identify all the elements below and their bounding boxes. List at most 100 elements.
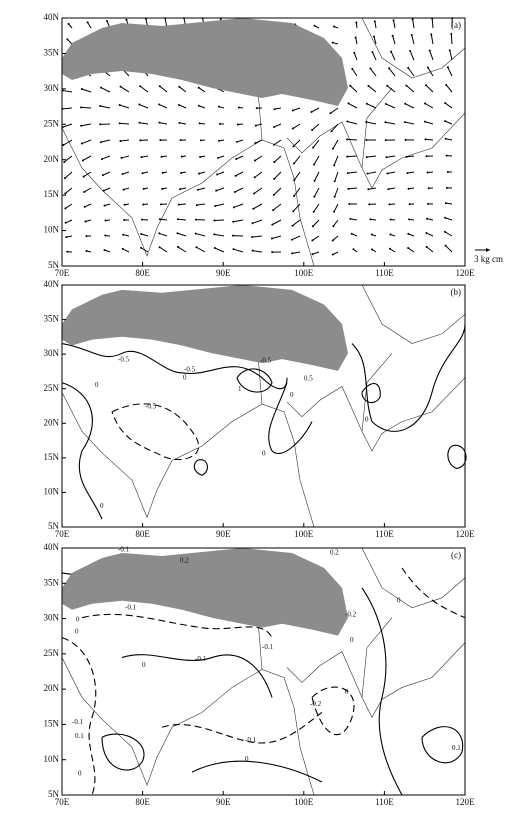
wind-vector [272,203,282,211]
wind-vector-head [176,218,179,221]
contour-label: 0 [290,391,294,399]
wind-vector-head [217,105,220,108]
lat-label: 20N [44,417,60,427]
lat-label: 5N [48,789,60,799]
wind-vector-head [384,121,387,124]
wind-vector-head [310,110,313,113]
wind-vector-head [141,172,144,175]
wind-vector-head [444,216,447,219]
wind-vector-head [138,103,141,106]
wind-vector [424,121,434,125]
wind-vector [67,39,73,45]
wind-vector-head [346,155,349,158]
wind-vector-head [384,102,387,105]
wind-vector [273,187,282,196]
wind-vector-head [80,142,83,145]
wind-vector-head [365,121,368,124]
lat-label: 25N [44,118,60,128]
wind-vector [254,171,263,178]
wind-vector-head [366,172,369,175]
wind-vector-head [176,232,179,235]
contour-label: 0.1 [452,744,461,752]
wind-vector [81,123,92,127]
wind-vector-head [161,171,164,174]
contour-label: 0 [78,770,82,778]
wind-vector [314,171,320,182]
wind-vector-head [80,124,83,127]
wind-vector [312,251,320,255]
contour-label: 0 [365,415,369,423]
wind-vector [351,68,358,77]
lon-label: 90E [216,268,231,278]
contour-label: -0.5 [184,366,196,374]
wind-vector-head [445,83,448,86]
wind-vector-head [105,19,108,22]
wind-vector-head [347,187,350,190]
wind-vector [179,86,187,93]
wind-vector [426,232,434,237]
wind-vector [425,138,434,141]
wind-vector-head [251,222,254,225]
wind-vector-head [430,33,433,36]
wind-vector-head [293,179,296,182]
wind-vector-head [104,234,107,237]
lon-label: 70E [55,797,70,807]
wind-vector-head [450,33,453,36]
contour-line [61,637,97,796]
wind-vector [312,219,320,227]
wind-vector [445,138,453,141]
wind-vector-head [121,247,124,250]
wind-vector-head [233,190,236,193]
lat-label: 5N [48,521,60,531]
wind-vector [292,123,301,129]
wind-vector [273,171,282,180]
lat-label: 20N [44,683,60,693]
wind-vector [349,85,358,93]
wind-vector-head [293,194,296,197]
wind-vector [431,18,434,29]
contour-label: -0.1 [118,546,130,554]
wind-vector-head [446,66,449,69]
wind-vector [140,247,149,253]
wind-vector-head [369,218,372,221]
wind-vector [368,85,377,93]
wind-vector-head [254,159,257,162]
wind-vector-head [353,51,356,54]
wind-vector-head [389,233,392,236]
wind-vector-head [384,139,387,142]
legend-vector-head [486,248,490,252]
contour-label: 0 [95,381,99,389]
lon-label: 120E [456,797,476,807]
wind-vector-head [331,147,334,150]
wind-vector-head [122,188,125,191]
wind-vector [159,85,168,93]
wind-vector-head [333,164,336,167]
contour-line [236,368,273,393]
wind-vector-head [86,21,89,24]
wind-vector-head [365,102,368,105]
lon-label: 120E [456,268,476,278]
wind-vector-head [312,146,315,149]
wind-vector-head [99,123,102,126]
wind-vector-head [178,188,181,191]
wind-vector [293,139,301,147]
wind-vector-head [427,187,430,190]
wind-vector-head [331,253,334,256]
contour-label: 0.5 [304,374,313,382]
wind-vector [139,104,149,109]
wind-vector-head [99,141,102,144]
plateau [62,18,348,106]
wind-vector-head [101,174,104,177]
wind-vector-head [386,172,389,175]
wind-vector [62,107,73,110]
wind-vector-head [102,189,105,192]
contour-line [361,587,403,796]
wind-vector-head [63,160,66,163]
wind-vector [216,171,225,176]
wind-vector-head [139,139,142,142]
wind-vector-head [104,219,107,222]
wind-vector [103,187,111,192]
wind-vector [254,155,263,161]
wind-vector [333,155,339,166]
wind-vector-head [178,104,181,107]
